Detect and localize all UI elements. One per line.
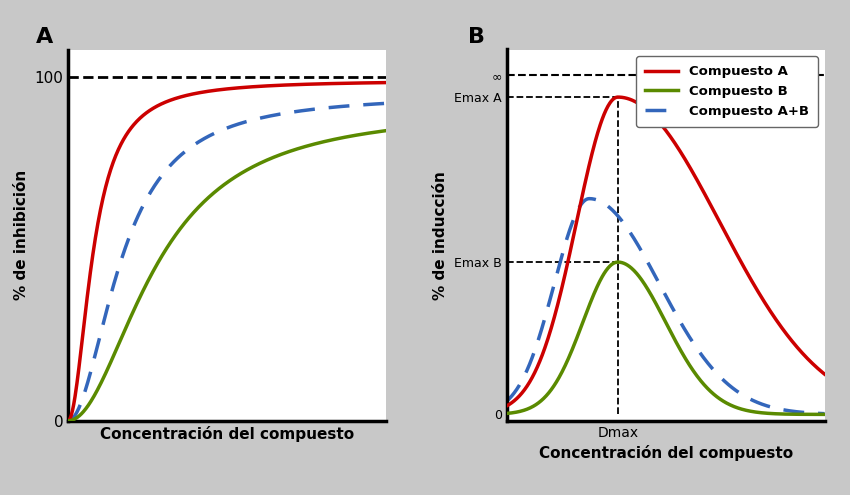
X-axis label: Concentración del compuesto: Concentración del compuesto [539,445,793,461]
Legend: Compuesto A, Compuesto B, Compuesto A+B: Compuesto A, Compuesto B, Compuesto A+B [636,56,818,127]
Y-axis label: % de inducción: % de inducción [434,171,449,299]
Y-axis label: % de inhibición: % de inhibición [14,170,29,300]
Text: A: A [37,27,54,47]
X-axis label: Concentración del compuesto: Concentración del compuesto [99,426,354,443]
Text: B: B [468,27,485,47]
